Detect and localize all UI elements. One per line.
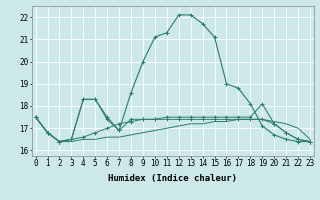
X-axis label: Humidex (Indice chaleur): Humidex (Indice chaleur) (108, 174, 237, 183)
